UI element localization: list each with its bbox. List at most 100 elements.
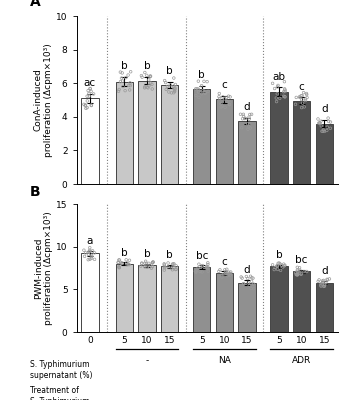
Point	[228, 272, 233, 278]
Point	[277, 261, 283, 267]
Y-axis label: ConA-induced
proliferation (Δcpm×10³): ConA-induced proliferation (Δcpm×10³)	[34, 43, 53, 157]
Point	[282, 94, 288, 100]
Point	[193, 86, 198, 92]
Point	[165, 83, 170, 90]
Point	[295, 271, 301, 278]
Text: 5: 5	[199, 336, 205, 345]
Point	[241, 281, 246, 287]
Point	[150, 259, 156, 266]
Point	[142, 84, 148, 90]
Point	[304, 90, 309, 97]
Point	[279, 262, 284, 268]
Bar	[161, 266, 179, 332]
Point	[86, 249, 92, 255]
Point	[146, 77, 151, 83]
Point	[327, 125, 333, 132]
Point	[118, 69, 123, 75]
Point	[244, 273, 249, 280]
Point	[324, 124, 330, 130]
Point	[199, 263, 205, 270]
Point	[166, 89, 172, 95]
Point	[138, 263, 143, 269]
Point	[238, 111, 243, 118]
Point	[246, 124, 252, 130]
Bar	[216, 273, 233, 332]
Point	[202, 89, 207, 96]
Text: NA: NA	[218, 356, 231, 365]
Point	[194, 86, 200, 92]
Text: b: b	[166, 66, 173, 76]
Text: 5: 5	[276, 336, 282, 345]
Point	[274, 263, 280, 269]
Point	[228, 270, 234, 277]
Point	[172, 85, 178, 91]
Bar	[316, 124, 333, 184]
Point	[169, 90, 174, 96]
Bar	[293, 101, 310, 184]
Point	[297, 264, 302, 271]
Point	[270, 262, 275, 268]
Point	[116, 257, 122, 263]
Point	[124, 256, 129, 263]
Point	[84, 104, 90, 111]
Point	[88, 88, 94, 94]
Point	[249, 278, 254, 284]
Point	[173, 266, 179, 272]
Point	[148, 73, 153, 79]
Point	[87, 85, 93, 92]
Point	[173, 81, 178, 88]
Point	[296, 270, 301, 277]
Point	[200, 262, 205, 269]
Point	[272, 85, 277, 92]
Text: ab: ab	[272, 72, 285, 82]
Point	[122, 88, 128, 94]
Point	[193, 92, 199, 99]
Point	[119, 75, 124, 81]
Point	[246, 282, 252, 289]
Point	[320, 128, 326, 134]
Point	[228, 269, 234, 275]
Point	[146, 82, 152, 89]
Point	[142, 85, 148, 91]
Point	[88, 102, 94, 108]
Point	[170, 266, 175, 273]
Text: A: A	[30, 0, 40, 9]
Point	[171, 75, 176, 81]
Point	[250, 284, 256, 290]
Point	[150, 263, 155, 270]
Bar	[193, 89, 211, 184]
Point	[149, 81, 155, 88]
Point	[167, 82, 173, 88]
Point	[281, 88, 286, 95]
Point	[86, 251, 91, 258]
Point	[274, 98, 279, 105]
Point	[219, 274, 225, 280]
Point	[248, 273, 253, 280]
Point	[249, 275, 255, 281]
Bar	[193, 267, 211, 332]
Point	[145, 263, 151, 269]
Point	[150, 260, 155, 266]
Point	[275, 263, 280, 269]
Point	[224, 94, 229, 101]
Point	[119, 70, 125, 76]
Point	[226, 93, 231, 99]
Text: 10: 10	[296, 336, 307, 345]
Point	[87, 248, 92, 255]
Point	[281, 261, 286, 267]
Point	[241, 113, 246, 120]
Bar	[81, 98, 98, 184]
Point	[144, 72, 150, 78]
Point	[199, 82, 204, 89]
Point	[81, 247, 87, 253]
Point	[322, 281, 327, 288]
Point	[86, 90, 92, 97]
Point	[147, 74, 153, 80]
Point	[161, 262, 167, 268]
Point	[201, 78, 207, 84]
Point	[120, 83, 126, 90]
Point	[116, 88, 121, 94]
Point	[87, 244, 93, 251]
Point	[226, 269, 231, 275]
Point	[126, 262, 132, 268]
